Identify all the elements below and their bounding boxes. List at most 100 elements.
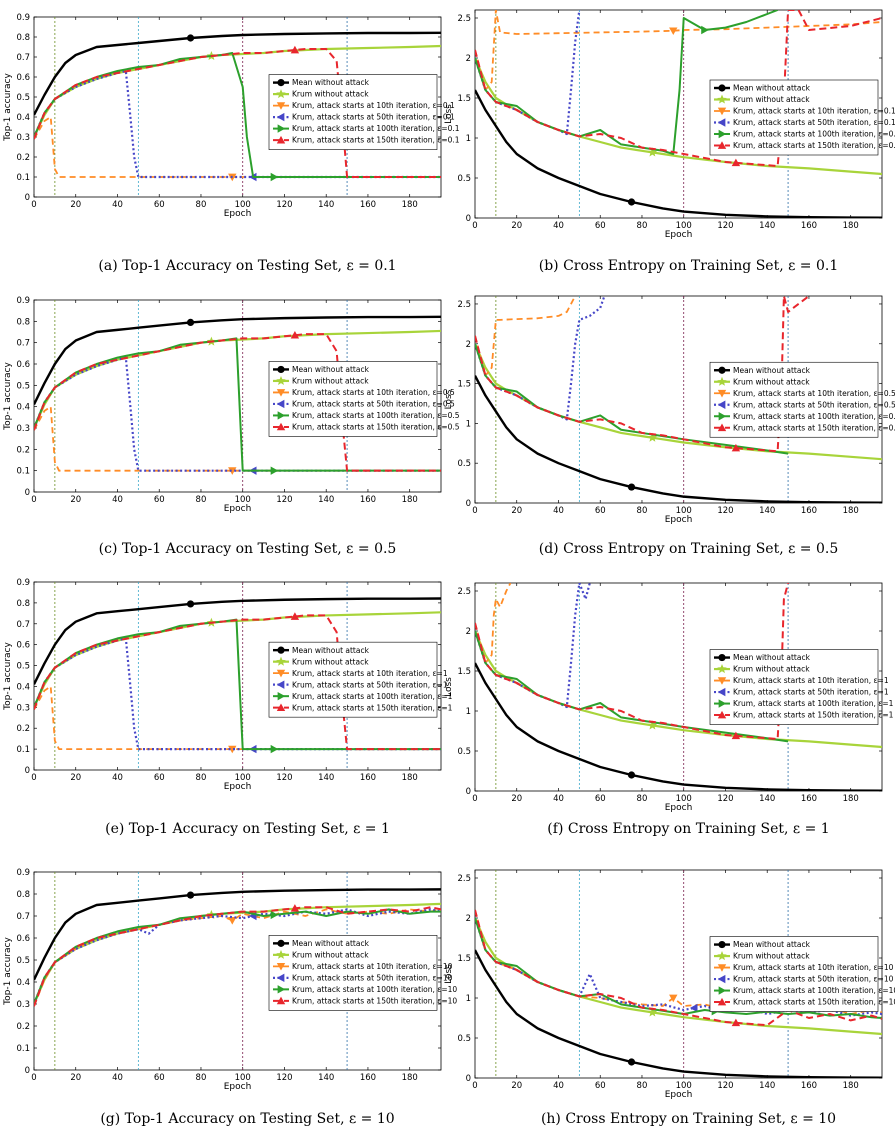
legend-marker-a100 bbox=[718, 129, 727, 139]
chart-panel-d: 0 20 40 60 80 100 120 140 160 180 0 0.5 1 1.5 2 2.5 Epoc… bbox=[444, 295, 895, 557]
x-axis-label: Epoch bbox=[665, 515, 693, 525]
x-tick-label: 60 bbox=[154, 773, 165, 783]
y-tick-label: 0.7 bbox=[16, 620, 30, 630]
y-tick-label: 2.5 bbox=[457, 874, 471, 884]
x-tick-label: 140 bbox=[759, 794, 775, 804]
y-tick-label: 1.5 bbox=[457, 954, 471, 964]
legend-marker-a100 bbox=[718, 699, 727, 708]
series-line-a10 bbox=[34, 685, 441, 751]
legend-marker-mean bbox=[277, 365, 285, 374]
x-tick-label: 80 bbox=[637, 221, 648, 231]
panel-caption: (c) Top-1 Accuracy on Testing Set, ε = 0… bbox=[99, 541, 397, 557]
series-marker-mean bbox=[186, 34, 195, 42]
y-axis-label: Loss bbox=[444, 964, 454, 984]
series-marker-a100 bbox=[270, 910, 279, 920]
y-tick-label: 0.9 bbox=[16, 578, 30, 588]
legend-marker-a10 bbox=[717, 677, 727, 685]
x-tick-label: 60 bbox=[595, 794, 606, 804]
series-marker-krum bbox=[647, 147, 658, 157]
x-tick-label: 0 bbox=[472, 1081, 477, 1091]
y-tick-label: 0.7 bbox=[16, 912, 30, 922]
x-tick-label: 140 bbox=[318, 200, 334, 210]
legend-marker-mean bbox=[718, 366, 726, 374]
legend-marker-mean bbox=[718, 84, 726, 92]
y-tick-label: 0.3 bbox=[16, 703, 30, 713]
legend-marker-a100 bbox=[277, 691, 286, 701]
legend-label-a150: Krum, attack starts at 150th iteration, … bbox=[292, 136, 460, 145]
y-tick-label: 0.4 bbox=[16, 403, 30, 413]
legend-marker-a100 bbox=[277, 411, 286, 420]
x-tick-label: 100 bbox=[676, 221, 692, 231]
legend-marker-a50 bbox=[717, 400, 726, 409]
y-tick-label: 1 bbox=[466, 419, 471, 429]
y-tick-label: 1 bbox=[466, 134, 471, 144]
plot-area bbox=[34, 315, 441, 475]
x-tick-label: 20 bbox=[511, 221, 522, 231]
legend-label-a50: Krum, attack starts at 50th iteration, ε… bbox=[733, 118, 895, 127]
series-marker-a50 bbox=[689, 1003, 698, 1013]
y-tick-label: 0.7 bbox=[16, 339, 30, 349]
x-tick-label: 80 bbox=[196, 495, 207, 505]
y-tick-label: 0.7 bbox=[16, 53, 30, 63]
legend-label-a100: Krum, attack starts at 100th iteration, … bbox=[733, 986, 895, 995]
y-tick-label: 0 bbox=[25, 766, 30, 776]
y-tick-label: 0 bbox=[466, 499, 471, 509]
series-line-mean bbox=[34, 31, 441, 116]
legend-label-a50: Krum, attack starts at 50th iteration, ε… bbox=[292, 113, 455, 122]
series-line-mean bbox=[34, 888, 441, 981]
y-tick-label: 0 bbox=[25, 193, 30, 203]
x-tick-label: 60 bbox=[595, 221, 606, 231]
legend-label-krum: Krum without attack bbox=[733, 952, 810, 961]
x-axis-label: Epoch bbox=[665, 1090, 693, 1100]
legend-label-mean: Mean without attack bbox=[292, 78, 370, 87]
legend-marker-krum bbox=[276, 949, 286, 959]
x-tick-label: 180 bbox=[402, 1073, 418, 1083]
series-line-mean bbox=[475, 949, 882, 1078]
y-tick-label: 0.3 bbox=[16, 1000, 30, 1010]
legend-marker-a150 bbox=[717, 710, 727, 719]
y-tick-label: 0.4 bbox=[16, 978, 30, 988]
y-tick-label: 2.5 bbox=[457, 587, 471, 597]
x-tick-label: 160 bbox=[360, 495, 376, 505]
chart-panel-h: 0 20 40 60 80 100 120 140 160 180 0 0.5 1 1.5 2 2.5 Epoc… bbox=[444, 869, 895, 1127]
legend-box bbox=[709, 79, 879, 156]
legend-label-a100: Krum, attack starts at 100th iteration, … bbox=[733, 699, 894, 708]
series-marker-a150 bbox=[731, 443, 741, 452]
legend-label-a10: Krum, attack starts at 10th iteration, ε… bbox=[292, 669, 448, 678]
series-line-a100 bbox=[475, 630, 789, 743]
x-tick-label: 100 bbox=[235, 495, 251, 505]
legend-label-a50: Krum, attack starts at 50th iteration, ε… bbox=[733, 400, 895, 409]
series-marker-krum bbox=[647, 720, 658, 730]
series-line-a100 bbox=[475, 343, 789, 455]
legend-label-a100: Krum, attack starts at 100th iteration, … bbox=[733, 412, 895, 421]
legend-marker-a10 bbox=[717, 107, 727, 116]
legend: Mean without attack Krum without attack Kr… bbox=[268, 74, 460, 150]
legend-marker-a10 bbox=[717, 964, 727, 972]
x-tick-label: 120 bbox=[276, 495, 292, 505]
legend-label-mean: Mean without attack bbox=[733, 366, 811, 375]
legend-marker-a10 bbox=[276, 963, 286, 971]
x-tick-label: 160 bbox=[801, 221, 817, 231]
x-tick-label: 140 bbox=[318, 495, 334, 505]
legend-marker-a10 bbox=[276, 102, 286, 110]
legend-label-a10: Krum, attack starts at 10th iteration, ε… bbox=[733, 107, 895, 116]
x-axis-label: Epoch bbox=[224, 782, 252, 792]
legend-marker-a50 bbox=[276, 399, 285, 409]
legend-label-mean: Mean without attack bbox=[292, 646, 370, 655]
legend-label-a150: Krum, attack starts at 150th iteration, … bbox=[733, 141, 895, 150]
y-tick-label: 1.5 bbox=[457, 667, 471, 677]
legend-box bbox=[268, 74, 438, 150]
y-tick-label: 0.5 bbox=[16, 93, 30, 103]
x-tick-label: 120 bbox=[276, 773, 292, 783]
x-tick-label: 80 bbox=[637, 794, 648, 804]
y-axis-label: Top-1 accuracy bbox=[3, 73, 13, 142]
legend-marker-krum bbox=[717, 951, 727, 961]
x-tick-label: 80 bbox=[196, 200, 207, 210]
y-tick-label: 0 bbox=[466, 214, 471, 224]
y-tick-label: 0.2 bbox=[16, 153, 30, 163]
legend-label-a10: Krum, attack starts at 10th iteration, ε… bbox=[733, 676, 889, 685]
legend-marker-a150 bbox=[276, 135, 286, 144]
x-tick-label: 100 bbox=[676, 794, 692, 804]
y-tick-label: 0.1 bbox=[16, 173, 30, 183]
x-tick-label: 60 bbox=[595, 1081, 606, 1091]
